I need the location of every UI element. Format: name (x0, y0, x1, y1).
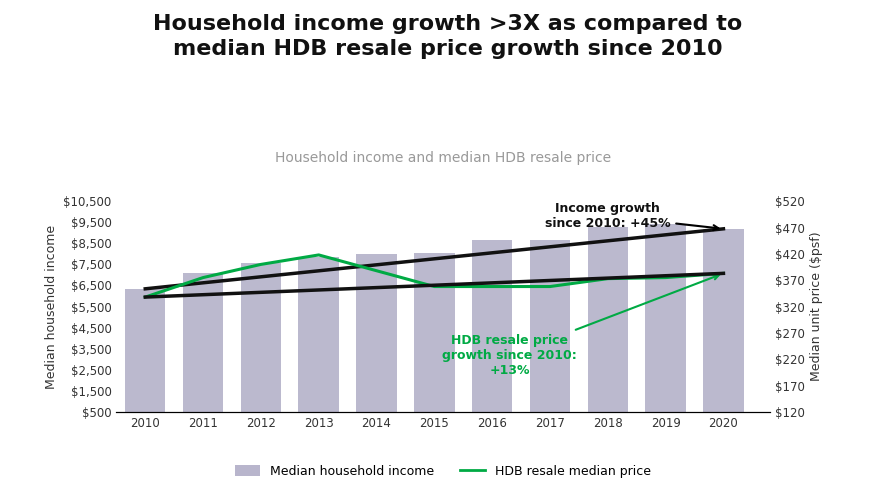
Bar (587, 227, 628, 422)
Y-axis label: Median household income: Median household income (45, 225, 57, 388)
Text: Income growth
since 2010: +45%: Income growth since 2010: +45% (544, 202, 718, 230)
Legend: Median household income, HDB resale median price: Median household income, HDB resale medi… (235, 465, 650, 478)
Text: HDB resale price
growth since 2010:
+13%: HDB resale price growth since 2010: +13% (442, 274, 718, 376)
Text: Household income growth >3X as compared to
median HDB resale price growth since : Household income growth >3X as compared … (153, 14, 741, 59)
Bar (703, 229, 743, 422)
Bar (414, 252, 454, 422)
Bar (125, 289, 165, 422)
Bar (645, 224, 685, 422)
Bar (356, 254, 396, 422)
Text: Household income and median HDB resale price: Household income and median HDB resale p… (274, 151, 611, 165)
Bar (471, 240, 512, 422)
Bar (529, 240, 569, 422)
Bar (298, 257, 339, 422)
Bar (240, 263, 281, 422)
Bar (182, 273, 224, 422)
Y-axis label: Median unit price ($psf): Median unit price ($psf) (809, 232, 822, 381)
